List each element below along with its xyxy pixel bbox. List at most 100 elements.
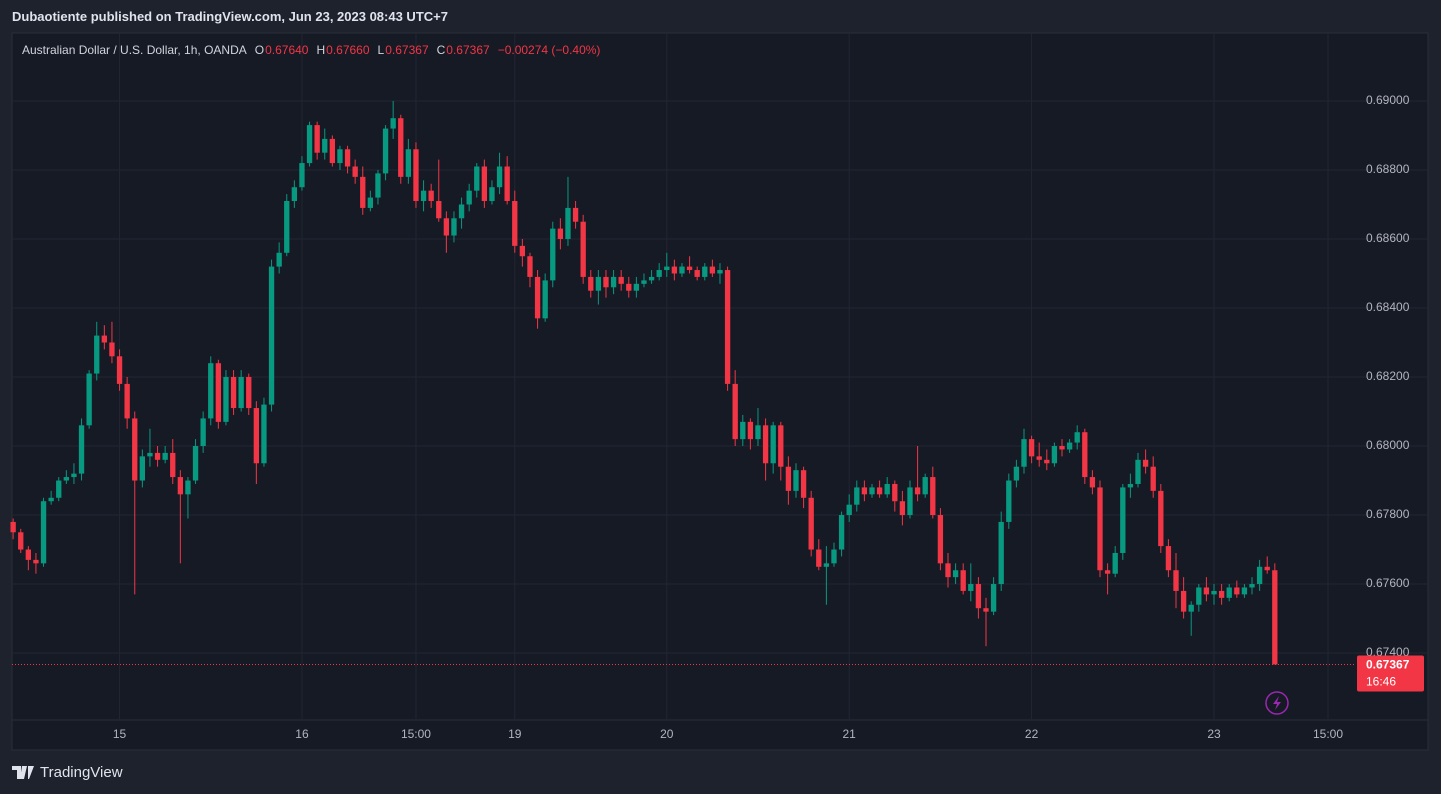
- x-tick-label: 22: [1025, 727, 1039, 741]
- countdown: 16:46: [1366, 675, 1396, 689]
- candle-body: [466, 190, 472, 205]
- candle-body: [945, 563, 951, 578]
- x-tick-label: 21: [843, 727, 857, 741]
- brand: TradingView: [12, 764, 123, 781]
- candle-body: [588, 276, 594, 291]
- candle-body: [512, 201, 518, 246]
- candle-body: [1135, 459, 1141, 484]
- candle-body: [33, 559, 39, 564]
- x-tick-label: 23: [1207, 727, 1221, 741]
- y-tick-label: 0.67800: [1366, 507, 1410, 521]
- candle-body: [861, 487, 868, 495]
- candle-body: [1180, 590, 1187, 612]
- candle-body: [1142, 459, 1149, 467]
- candle-body: [458, 204, 465, 219]
- candle-body: [1036, 456, 1042, 460]
- candle-body: [1188, 604, 1194, 612]
- candle-body: [922, 477, 928, 495]
- candle-body: [1127, 483, 1134, 488]
- candle-body: [481, 166, 488, 202]
- candle-body: [489, 187, 495, 202]
- candle-body: [1226, 587, 1232, 598]
- candle-body: [1173, 570, 1179, 591]
- legend-value: 0.67367: [385, 43, 429, 57]
- x-tick-label: 19: [508, 727, 522, 741]
- brand-logo: [12, 765, 34, 779]
- candle-body: [1120, 487, 1126, 553]
- candle-body: [1211, 590, 1217, 595]
- candle-body: [1051, 446, 1058, 464]
- candle-body: [1241, 587, 1248, 595]
- candle-body: [390, 118, 396, 129]
- candle-body: [610, 276, 617, 288]
- candle-body: [1256, 566, 1263, 585]
- legend-value: 0.67640: [265, 43, 309, 57]
- candle-body: [208, 363, 214, 419]
- alert-icon[interactable]: [1265, 691, 1289, 715]
- candle-body: [1203, 587, 1210, 595]
- candle-body: [322, 138, 328, 153]
- alert-icon-bolt: [1273, 696, 1281, 710]
- candle-body: [18, 532, 24, 550]
- x-tick-label: 20: [660, 727, 674, 741]
- candle-body: [527, 256, 533, 277]
- candle-body: [496, 166, 503, 188]
- candle-body: [709, 266, 716, 274]
- candle-body: [1158, 490, 1164, 547]
- candle-body: [94, 335, 100, 374]
- candle-body: [823, 563, 830, 567]
- symbol: Australian Dollar / U.S. Dollar, 1h, OAN…: [22, 43, 247, 57]
- candle-body: [1218, 590, 1225, 598]
- candle-body: [223, 377, 229, 422]
- x-tick-label: 15:00: [1313, 727, 1343, 741]
- candle-body: [261, 404, 267, 464]
- legend-change: −0.00274 (−0.40%): [498, 43, 601, 57]
- y-tick-label: 0.68000: [1366, 438, 1410, 452]
- legend-value: 0.67367: [446, 43, 490, 57]
- candle-body: [428, 190, 434, 202]
- candle-body: [899, 501, 906, 516]
- last-price-box: [1357, 655, 1424, 692]
- candle-body: [329, 138, 336, 164]
- candle-body: [268, 266, 275, 405]
- candle-body: [846, 504, 852, 516]
- candle-body: [276, 252, 282, 267]
- candle-body: [838, 515, 845, 550]
- candle-body: [192, 446, 199, 481]
- candle-body: [831, 549, 837, 564]
- candle-body: [998, 521, 1004, 585]
- brand-text: TradingView: [40, 764, 123, 781]
- candle-body: [420, 190, 427, 202]
- candle-body: [648, 276, 655, 281]
- candle-body: [124, 383, 130, 419]
- candle-body: [200, 418, 206, 447]
- candle-body: [876, 487, 883, 495]
- candle-body: [740, 421, 746, 440]
- candle-body: [147, 452, 153, 457]
- candle-body: [1006, 480, 1012, 522]
- y-tick-label: 0.68600: [1366, 231, 1410, 245]
- candle-body: [436, 201, 442, 219]
- candle-body: [398, 118, 404, 177]
- candle-body: [952, 570, 959, 578]
- legend-key: O: [255, 43, 264, 57]
- candle-body: [1249, 584, 1255, 588]
- candle-body: [633, 283, 640, 291]
- candle-body: [884, 483, 890, 495]
- y-tick-label: 0.68200: [1366, 369, 1410, 383]
- candle-body: [10, 521, 16, 533]
- candle-body: [48, 497, 54, 502]
- candle-body: [785, 466, 792, 491]
- x-tick-label: 16: [295, 727, 309, 741]
- candle-body: [732, 383, 738, 440]
- candle-body: [1074, 432, 1080, 443]
- candle-body: [800, 470, 807, 498]
- candle-body: [1097, 487, 1103, 571]
- candle-body: [215, 363, 222, 422]
- candle-body: [40, 501, 47, 564]
- candle-body: [337, 149, 343, 164]
- candle-body: [177, 477, 184, 495]
- candle-body: [626, 283, 632, 291]
- candle-body: [291, 187, 298, 202]
